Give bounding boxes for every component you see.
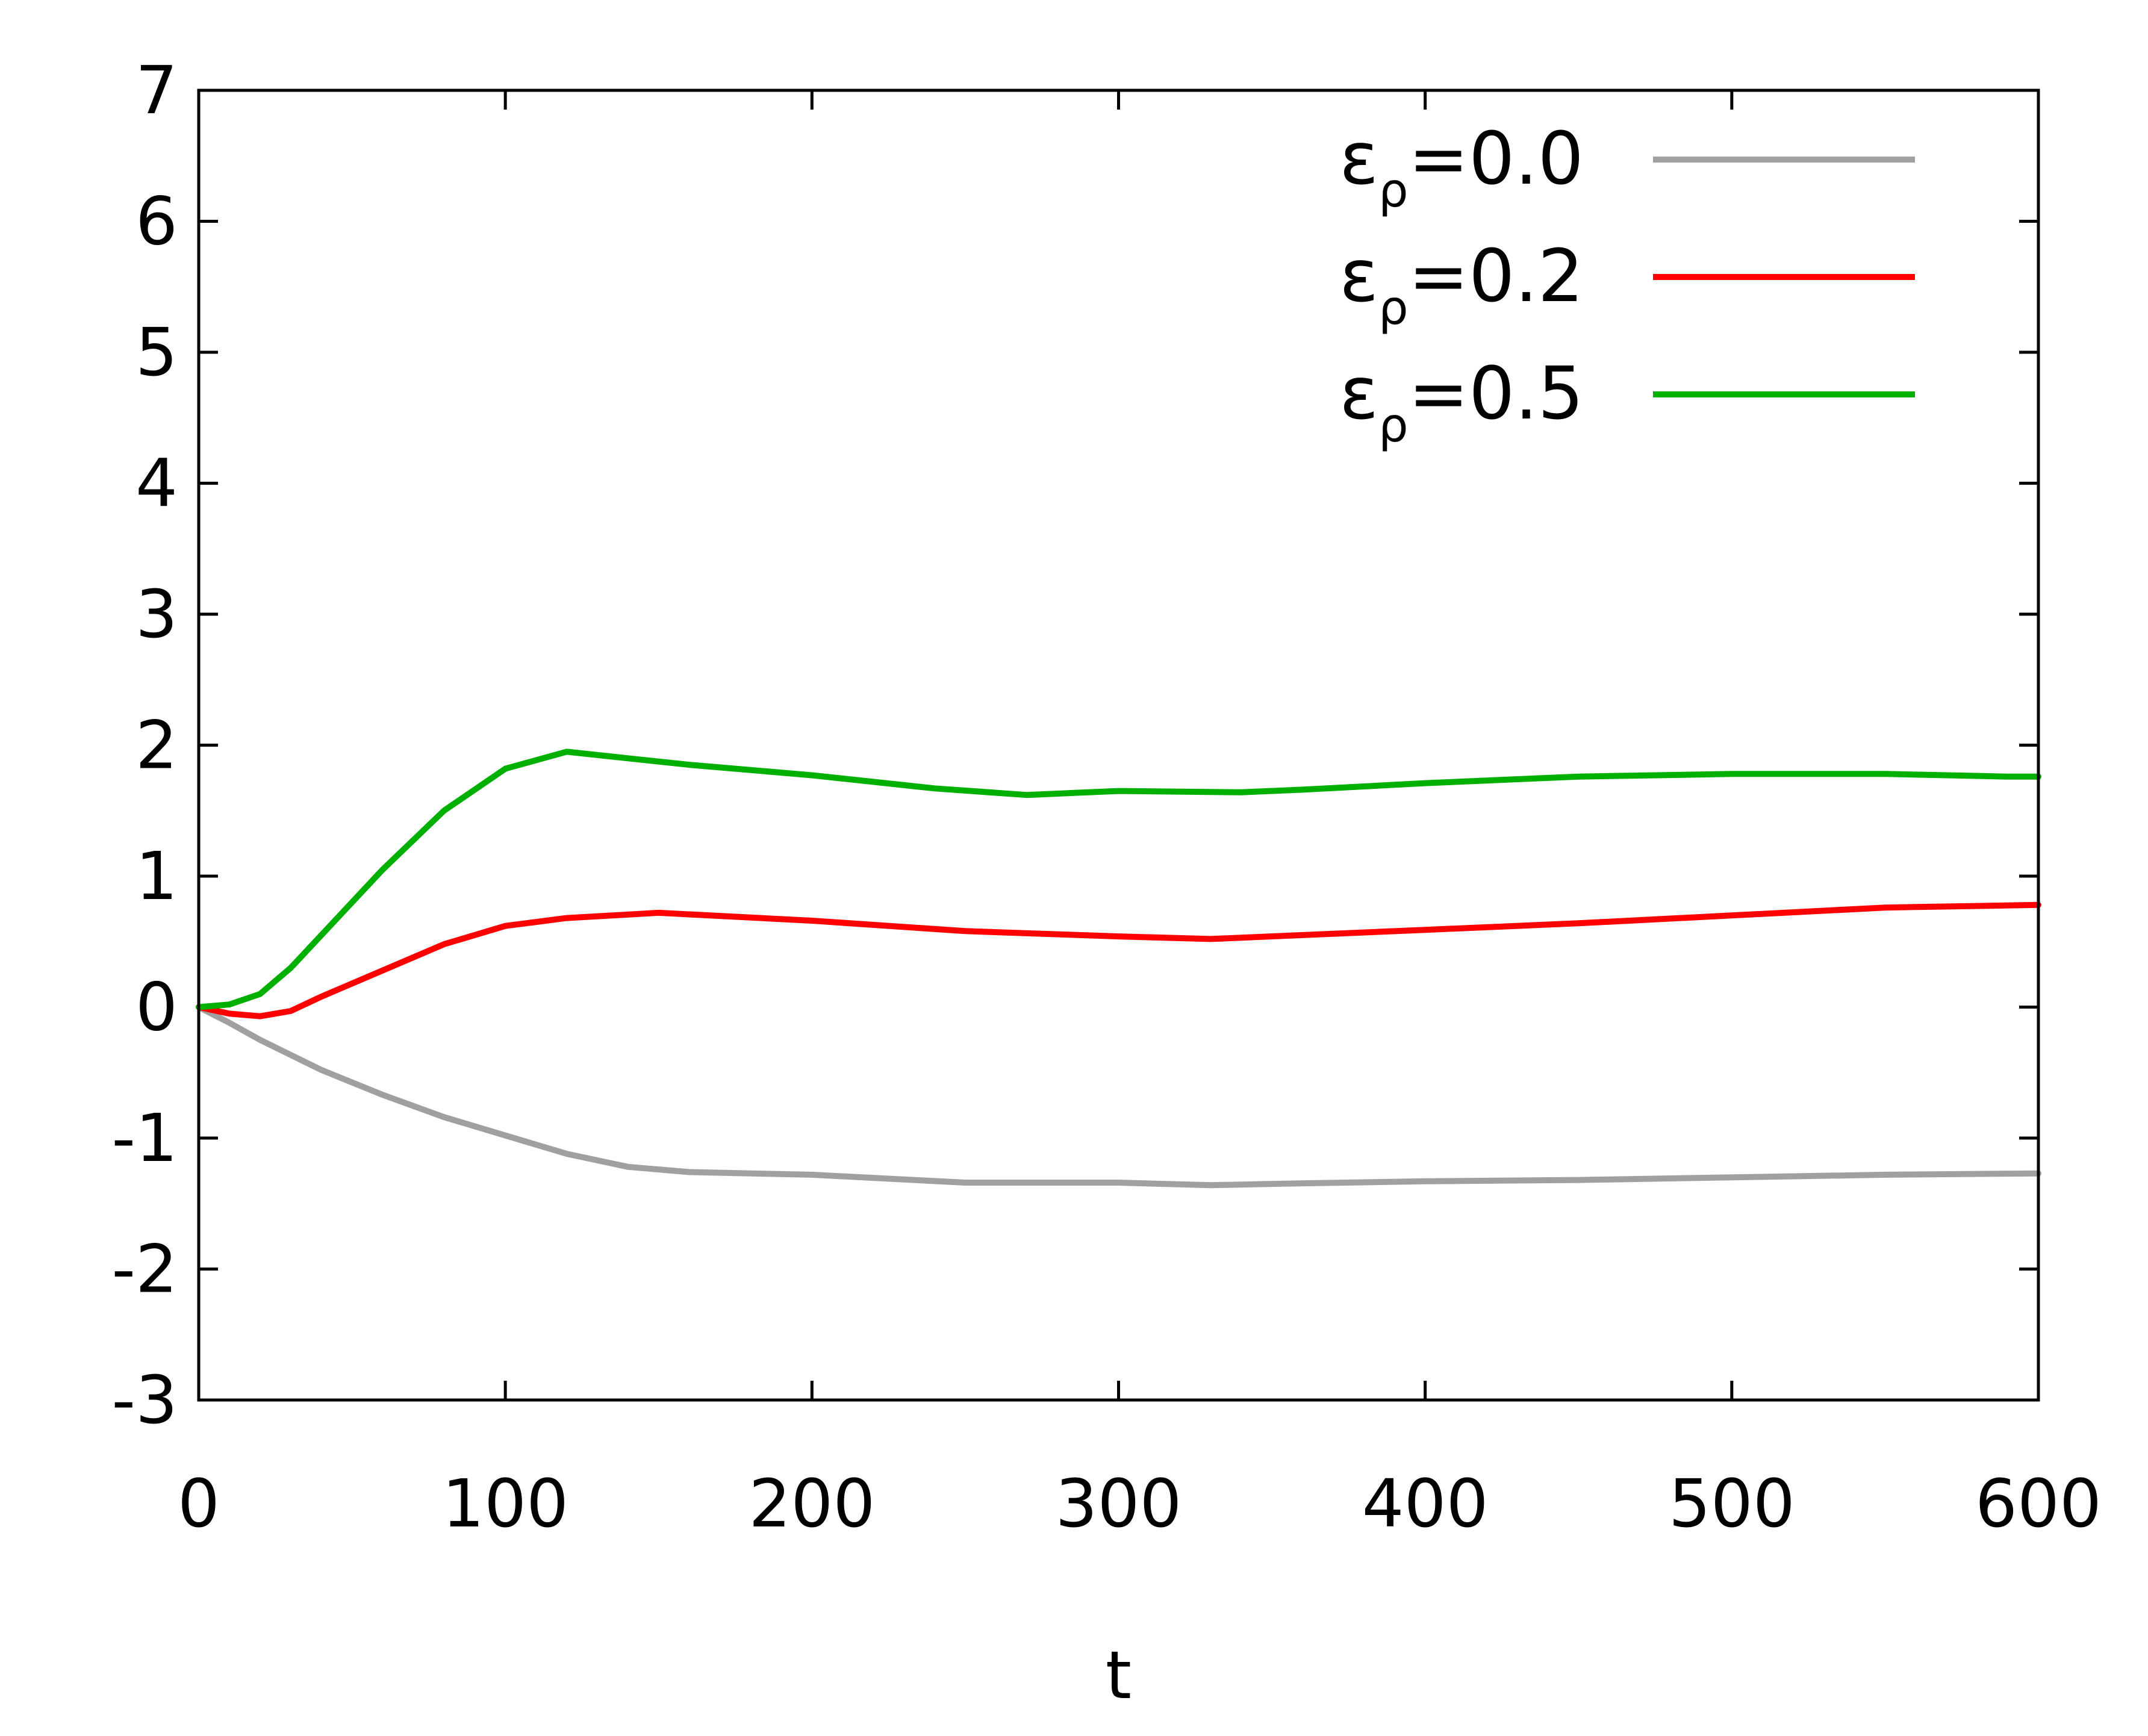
y-tick-label: 6	[135, 183, 178, 260]
series-line-2	[196, 748, 2041, 1010]
y-tick-label: -1	[111, 1100, 178, 1177]
legend: ερ=0.0 ερ=0.2 ερ=0.5	[1339, 117, 1915, 453]
y-tick-label: 2	[135, 707, 178, 784]
y-tick-label: 1	[135, 838, 178, 915]
legend-label-1: ερ=0.2	[1339, 235, 1584, 335]
x-tick-label: 300	[1056, 1465, 1182, 1542]
x-axis-label: t	[1106, 1637, 1132, 1714]
y-tick-label: 5	[135, 314, 178, 391]
plot-frame	[197, 89, 2040, 1402]
x-axis: 0 100 200 300 400 500 600	[178, 90, 2102, 1542]
y-tick-label: 7	[135, 52, 178, 129]
x-tick-label: 200	[749, 1465, 875, 1542]
y-tick-label: 3	[135, 576, 178, 653]
legend-label-0: ερ=0.0	[1339, 117, 1584, 218]
x-tick-label: 0	[178, 1465, 220, 1542]
y-tick-label: -3	[111, 1361, 178, 1439]
series-line-1	[196, 901, 2041, 1019]
x-tick-label: 400	[1362, 1465, 1489, 1542]
series-line-0	[196, 1004, 2041, 1189]
y-axis: -3 -2 -1 0 1 2 3 4 5 6 7	[111, 52, 2038, 1439]
series-layer	[196, 748, 2041, 1189]
y-tick-label: -2	[111, 1231, 178, 1308]
x-tick-label: 600	[1975, 1465, 2102, 1542]
y-tick-label: 4	[135, 445, 178, 522]
x-tick-label: 100	[442, 1465, 568, 1542]
legend-label-2: ερ=0.5	[1339, 352, 1584, 453]
x-tick-label: 500	[1669, 1465, 1795, 1542]
y-tick-label: 0	[135, 969, 178, 1046]
